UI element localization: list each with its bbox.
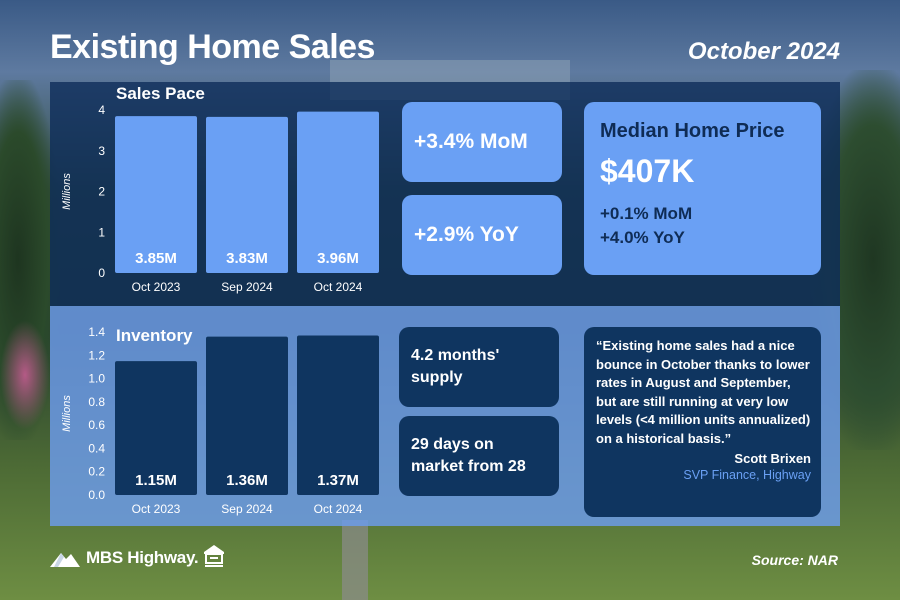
quote-role: SVP Finance, Highway — [683, 468, 811, 482]
quote-text: “Existing home sales had a nice bounce i… — [596, 338, 811, 446]
background-flowers — [0, 320, 50, 430]
days-on-market-text: 29 days on market from 28 — [411, 436, 526, 475]
inventory-title: Inventory — [116, 326, 193, 345]
quote-author: Scott Brixen — [734, 451, 811, 466]
sales-mom-box: +3.4% MoM — [402, 102, 562, 182]
days-on-market-box: 29 days on market from 28 — [399, 416, 559, 496]
sales-yoy-box: +2.9% YoY — [402, 195, 562, 275]
sales-mom-text: +3.4% MoM — [414, 130, 528, 153]
median-price-value: $407K — [600, 153, 695, 189]
median-price-yoy: +4.0% YoY — [600, 228, 685, 247]
quote-card: “Existing home sales had a nice bounce i… — [584, 327, 821, 517]
report-date: October 2024 — [687, 38, 840, 65]
months-supply-text: 4.2 months' supply — [411, 347, 500, 386]
mountain-logo-icon — [50, 553, 80, 567]
logo-text: MBS Highway. — [86, 548, 199, 567]
sales-yoy-text: +2.9% YoY — [414, 223, 519, 246]
source-note: Source: NAR — [751, 552, 838, 568]
mbs-highway-logo: MBS Highway. — [50, 548, 199, 568]
equal-housing-icon — [204, 545, 224, 567]
median-price-heading: Median Home Price — [600, 120, 785, 142]
page-title: Existing Home Sales — [50, 28, 375, 66]
median-price-mom: +0.1% MoM — [600, 204, 693, 223]
median-price-card: Median Home Price $407K +0.1% MoM +4.0% … — [584, 102, 821, 275]
sales-pace-title: Sales Pace — [116, 84, 205, 103]
months-supply-box: 4.2 months' supply — [399, 327, 559, 407]
background-sign-post — [342, 520, 368, 600]
